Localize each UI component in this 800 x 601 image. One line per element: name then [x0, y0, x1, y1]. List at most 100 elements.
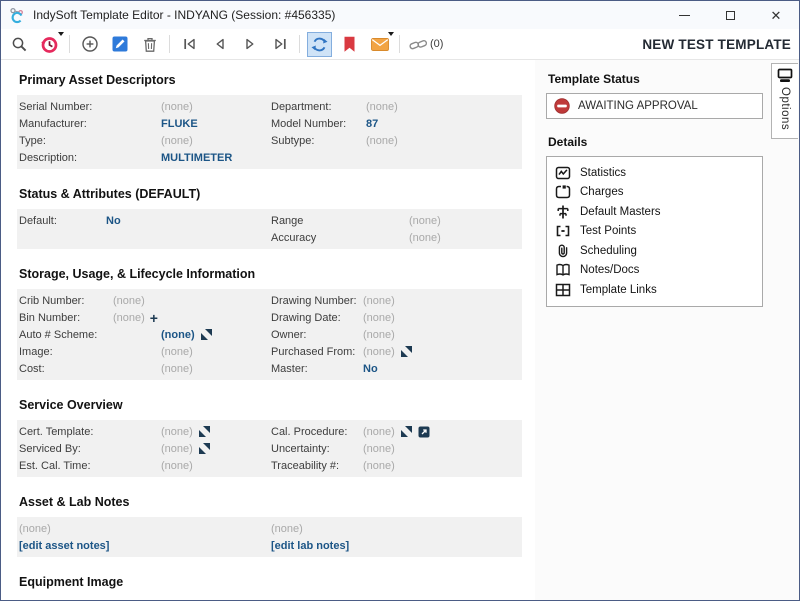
default-masters-icon: [557, 205, 569, 219]
edit-button[interactable]: [107, 32, 132, 57]
refresh-icon: [311, 37, 328, 51]
nav-first-button[interactable]: [177, 32, 202, 57]
details-item-label: Default Masters: [580, 205, 661, 218]
link-count: (0): [430, 38, 444, 50]
toolbar-separator: [69, 35, 70, 53]
goto-icon: [200, 329, 212, 340]
add-button[interactable]: [77, 32, 102, 57]
bookmark-button[interactable]: [337, 32, 362, 57]
details-item-default-masters[interactable]: Default Masters: [555, 202, 762, 222]
test-points-icon: [556, 225, 570, 237]
delete-button[interactable]: [137, 32, 162, 57]
field-label: Drawing Date:: [271, 311, 341, 324]
maximize-button[interactable]: [707, 1, 753, 29]
search-icon: [12, 37, 27, 51]
field-row: Description: MULTIMETER: [19, 149, 522, 166]
nav-next-button[interactable]: [237, 32, 262, 57]
nav-prev-button[interactable]: [207, 32, 232, 57]
template-status-box[interactable]: AWAITING APPROVAL: [546, 93, 763, 119]
field-label: Master:: [271, 362, 308, 375]
goto-icon: [198, 443, 210, 454]
details-item-notes-docs[interactable]: Notes/Docs: [555, 261, 762, 281]
field-label: Description:: [19, 151, 78, 164]
field-value: (none): [366, 100, 398, 113]
lab-notes-value: (none): [271, 522, 303, 535]
cal-procedure-open-button[interactable]: [418, 426, 430, 438]
field-value: (none): [161, 328, 195, 341]
details-header: Details: [548, 135, 588, 149]
close-button[interactable]: ✕: [753, 1, 799, 29]
field-value: FLUKE: [161, 117, 198, 130]
auto-scheme-goto-button[interactable]: [200, 329, 212, 340]
storage-fields: Crib Number: (none) Drawing Number: (none)…: [17, 289, 522, 380]
field-row: Cost: (none) Master: No: [19, 360, 522, 377]
toolbar-separator: [299, 35, 300, 53]
email-dropdown-caret: [388, 31, 394, 36]
details-item-scheduling[interactable]: Scheduling: [555, 241, 762, 261]
details-item-template-links[interactable]: Template Links: [555, 280, 762, 300]
field-value: (none): [363, 328, 395, 341]
side-panel: Template Status AWAITING APPROVAL Detail…: [535, 60, 799, 600]
field-value: (none): [113, 294, 145, 307]
options-tab[interactable]: Options: [771, 63, 798, 139]
field-row: Auto # Scheme: (none) Owner: (none): [19, 326, 522, 343]
field-value: (none): [409, 214, 441, 227]
field-value: (none): [161, 345, 193, 358]
details-item-statistics[interactable]: Statistics: [555, 163, 762, 183]
field-row: Bin Number: (none) + Drawing Date: (none): [19, 309, 522, 326]
titlebar: IndySoft Template Editor - INDYANG (Sess…: [1, 1, 799, 29]
content-area: Primary Asset Descriptors Serial Number:…: [1, 60, 799, 600]
links-button[interactable]: (0): [407, 32, 445, 57]
field-label: Traceability #:: [271, 459, 340, 472]
statistics-icon: [555, 166, 571, 179]
field-value: (none): [161, 459, 193, 472]
section-title-storage: Storage, Usage, & Lifecycle Information: [19, 267, 256, 281]
field-row: Type: (none) Subtype: (none): [19, 132, 522, 149]
details-item-charges[interactable]: Charges: [555, 183, 762, 203]
field-value: (none): [113, 311, 145, 324]
cert-template-goto-button[interactable]: [198, 426, 210, 437]
history-button[interactable]: [37, 31, 64, 57]
template-status-value: AWAITING APPROVAL: [578, 100, 698, 112]
purchased-from-goto-button[interactable]: [400, 346, 412, 357]
section-title-service: Service Overview: [19, 398, 123, 412]
nav-last-icon: [274, 38, 286, 50]
goto-icon: [400, 426, 412, 437]
field-row: Cert. Template: (none) Cal. Procedure: (no…: [19, 423, 522, 440]
field-row: Manufacturer: FLUKE Model Number: 87: [19, 115, 522, 132]
notes-docs-icon: [556, 264, 570, 277]
template-status-header: Template Status: [548, 72, 640, 86]
field-label: Cal. Procedure:: [271, 425, 348, 438]
minimize-icon: [678, 14, 690, 16]
field-value: (none): [161, 442, 193, 455]
add-bin-icon[interactable]: +: [149, 309, 158, 326]
field-label: Cert. Template:: [19, 425, 94, 438]
field-value: (none): [161, 362, 193, 375]
field-value: (none): [363, 442, 395, 455]
field-value: (none): [161, 425, 193, 438]
email-button[interactable]: [367, 31, 394, 57]
section-title-status: Status & Attributes (DEFAULT): [19, 187, 201, 201]
edit-asset-notes-link[interactable]: [edit asset notes]: [19, 539, 110, 552]
details-item-test-points[interactable]: Test Points: [555, 222, 762, 242]
field-value: (none): [161, 100, 193, 113]
history-icon: [41, 36, 58, 53]
refresh-button[interactable]: [307, 31, 332, 57]
field-label: Range: [271, 214, 304, 227]
cal-procedure-goto-button[interactable]: [400, 426, 412, 437]
nav-last-button[interactable]: [267, 32, 292, 57]
asset-notes-value: (none): [19, 522, 51, 535]
primary-fields: Serial Number: (none) Department: (none) M…: [17, 95, 522, 169]
field-value: (none): [363, 294, 395, 307]
close-icon: ✕: [770, 7, 782, 23]
field-label: Auto # Scheme:: [19, 328, 98, 341]
field-label: Accuracy: [271, 231, 317, 244]
edit-lab-notes-link[interactable]: [edit lab notes]: [271, 539, 350, 552]
details-item-label: Scheduling: [580, 244, 637, 257]
toolbar: (0) NEW TEST TEMPLATE: [1, 29, 799, 60]
serviced-by-goto-button[interactable]: [198, 443, 210, 454]
minimize-button[interactable]: [661, 1, 707, 29]
search-button[interactable]: [7, 32, 32, 57]
links-icon: [409, 39, 428, 49]
